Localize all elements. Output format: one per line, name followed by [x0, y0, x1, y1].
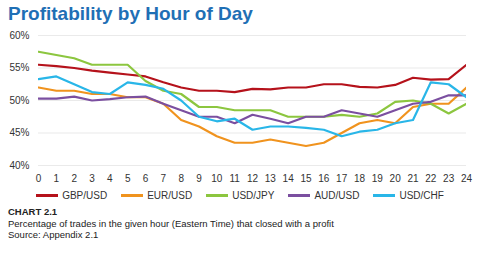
svg-text:50%: 50% [9, 95, 29, 106]
svg-text:20: 20 [390, 173, 402, 184]
html-text:Source: Appendix 2.1: Source: Appendix 2.1 [8, 229, 99, 240]
html-text:AUD/USD: AUD/USD [314, 189, 360, 201]
svg-text:17: 17 [336, 173, 348, 184]
svg-text:55%: 55% [9, 62, 29, 73]
svg-text:1: 1 [54, 173, 60, 184]
svg-text:22: 22 [425, 173, 437, 184]
html-text:USD/JPY: USD/JPY [232, 189, 275, 201]
svg-text:11: 11 [229, 173, 240, 184]
svg-text:5: 5 [125, 173, 131, 184]
html-text:Percentage of trades in the gi: Percentage of trades in the given hour (… [8, 217, 334, 229]
svg-text:4: 4 [107, 173, 113, 184]
svg-text:21: 21 [407, 173, 419, 184]
svg-text:8: 8 [178, 173, 184, 184]
svg-text:18: 18 [354, 173, 366, 184]
svg-text:40%: 40% [9, 160, 29, 171]
svg-text:13: 13 [265, 173, 277, 184]
html-text:GBP/USD: GBP/USD [62, 189, 108, 201]
svg-text:2: 2 [71, 173, 77, 184]
svg-text:6: 6 [143, 173, 149, 184]
html-text:USD/CHF: USD/CHF [399, 189, 444, 201]
svg-text:10: 10 [211, 173, 223, 184]
svg-text:14: 14 [283, 173, 295, 184]
svg-text:24: 24 [461, 173, 473, 184]
svg-text:0: 0 [36, 173, 42, 184]
svg-text:60%: 60% [9, 30, 29, 41]
svg-text:19: 19 [372, 173, 384, 184]
svg-text:16: 16 [318, 173, 330, 184]
svg-text:9: 9 [196, 173, 202, 184]
svg-text:45%: 45% [9, 127, 29, 138]
html-text:CHART 2.1: CHART 2.1 [8, 206, 58, 217]
svg-text:7: 7 [161, 173, 167, 184]
svg-text:12: 12 [247, 173, 259, 184]
svg-text:15: 15 [300, 173, 312, 184]
svg-text:3: 3 [89, 173, 95, 184]
html-text:Profitability by Hour of Day: Profitability by Hour of Day [8, 3, 253, 24]
html-text:EUR/USD: EUR/USD [147, 189, 193, 201]
svg-text:23: 23 [443, 173, 455, 184]
